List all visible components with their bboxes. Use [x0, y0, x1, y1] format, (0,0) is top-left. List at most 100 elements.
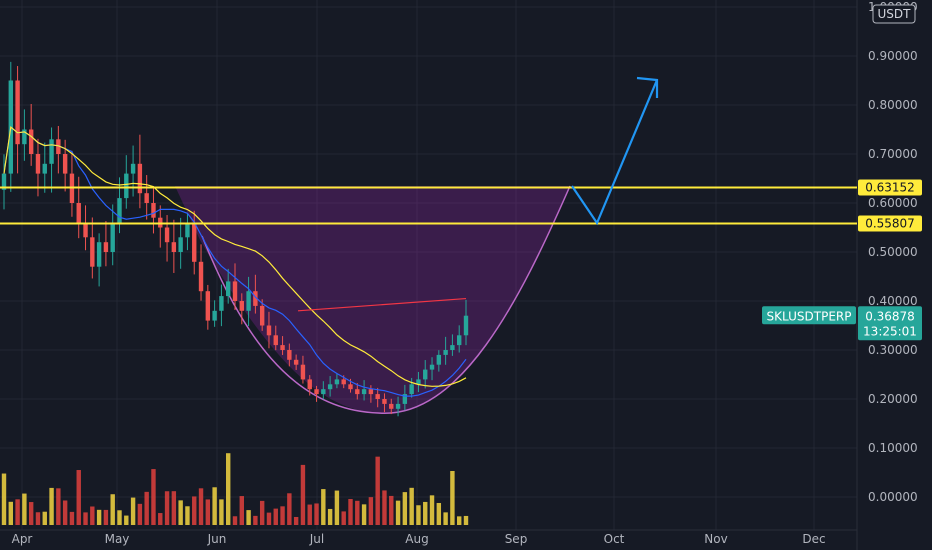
cup-pattern — [175, 185, 571, 414]
volume-bar — [185, 506, 190, 525]
candle-body — [321, 389, 326, 395]
y-tick-label: 0.20000 — [868, 392, 918, 406]
y-tick-label: 0.80000 — [868, 98, 918, 112]
candle-body — [164, 227, 170, 243]
candle-body — [259, 305, 265, 326]
volume-bar — [56, 488, 61, 525]
candle-body — [212, 310, 217, 321]
candle-body — [83, 222, 88, 238]
x-tick-label: Oct — [604, 532, 625, 546]
volume-bar — [239, 496, 244, 525]
candle-body — [151, 203, 156, 218]
volume-bar — [144, 491, 149, 525]
volume-bar — [293, 516, 299, 525]
volume-bar — [355, 500, 360, 525]
volume-bar — [28, 502, 34, 525]
candle-body — [450, 345, 455, 350]
candle-body — [22, 129, 27, 145]
currency-box — [872, 4, 916, 24]
volume-bar — [137, 503, 143, 525]
candle-body — [28, 129, 34, 154]
cup-fill — [175, 186, 570, 414]
x-tick-label: Aug — [405, 532, 428, 546]
symbol-label: SKLUSDTPERP — [767, 309, 852, 323]
candle-body — [56, 139, 61, 154]
chart-grid — [0, 0, 858, 550]
candle-body — [348, 384, 353, 390]
candle-body — [198, 261, 204, 292]
y-tick-label: 0.60000 — [868, 196, 918, 210]
candle-body — [457, 335, 462, 346]
volume-bar — [395, 500, 401, 525]
volume-bar — [348, 498, 353, 525]
volume-bar — [42, 511, 47, 525]
volume-bar — [389, 495, 394, 525]
volume-bar — [83, 512, 88, 525]
volume-bar — [151, 469, 156, 525]
level-price-tag — [858, 179, 922, 196]
y-axis[interactable]: 1.000000.900000.800000.700000.600000.500… — [868, 0, 918, 504]
candle-body — [382, 399, 387, 404]
volume-bar — [287, 493, 292, 525]
x-tick-label: Nov — [704, 532, 727, 546]
volume-bar — [450, 470, 455, 525]
volume-bar — [90, 506, 95, 525]
volume-bar — [368, 497, 374, 525]
level-price-label: 0.63152 — [865, 181, 915, 195]
x-tick-label: Sep — [505, 532, 528, 546]
candle-body — [293, 359, 299, 365]
candle-body — [389, 403, 394, 409]
volume-bar — [198, 488, 204, 525]
candle-body — [443, 350, 448, 355]
candle-body — [395, 403, 401, 409]
volume-bar — [300, 464, 306, 525]
projection-arrowhead — [636, 76, 659, 98]
y-tick-label: 0.90000 — [868, 49, 918, 63]
volume-bar — [429, 495, 435, 525]
candle-body — [144, 193, 149, 203]
volume-bar — [49, 487, 54, 525]
volume-bar — [402, 492, 408, 525]
y-tick-label: 0.70000 — [868, 147, 918, 161]
volume-bar — [1, 473, 7, 525]
level-price-label: 0.55807 — [865, 217, 915, 231]
volume-bar — [307, 504, 312, 525]
candle-body — [90, 237, 95, 267]
countdown-label: 13:25:01 — [863, 324, 917, 338]
candle-body — [423, 369, 428, 380]
volume-bar — [463, 515, 469, 525]
volume-bar — [341, 511, 346, 525]
candle-body — [185, 222, 190, 238]
volume-bar — [443, 512, 448, 525]
volume-bar — [232, 516, 238, 525]
level-price-tag — [858, 215, 922, 232]
volume-bar — [8, 501, 13, 525]
volume-bar — [35, 512, 41, 525]
volume-bar — [22, 493, 27, 525]
volume-bar — [334, 490, 340, 525]
candle-body — [246, 291, 251, 311]
volume-bar — [259, 500, 265, 525]
volume-bar — [375, 456, 380, 525]
candle-body — [375, 394, 380, 399]
volume-bar — [171, 491, 177, 525]
symbol-tag — [762, 306, 856, 325]
candle-body — [117, 198, 122, 223]
volume-bar — [69, 511, 75, 525]
volume-bars — [1, 453, 469, 525]
cup-outline — [201, 185, 571, 414]
candle-body — [219, 296, 224, 311]
volume-bar — [117, 510, 122, 525]
candle-body — [130, 163, 136, 174]
candle-body — [49, 139, 54, 164]
candle-body — [35, 154, 41, 174]
candle-body — [429, 364, 435, 370]
x-axis[interactable]: Apr May Jun Jul Aug Sep Oct Nov Dec — [12, 532, 826, 546]
volume-bar — [110, 494, 115, 525]
candle-body — [96, 242, 102, 267]
y-tick-label: 0.30000 — [868, 343, 918, 357]
volume-bar — [192, 496, 197, 525]
volume-bar — [273, 508, 278, 525]
